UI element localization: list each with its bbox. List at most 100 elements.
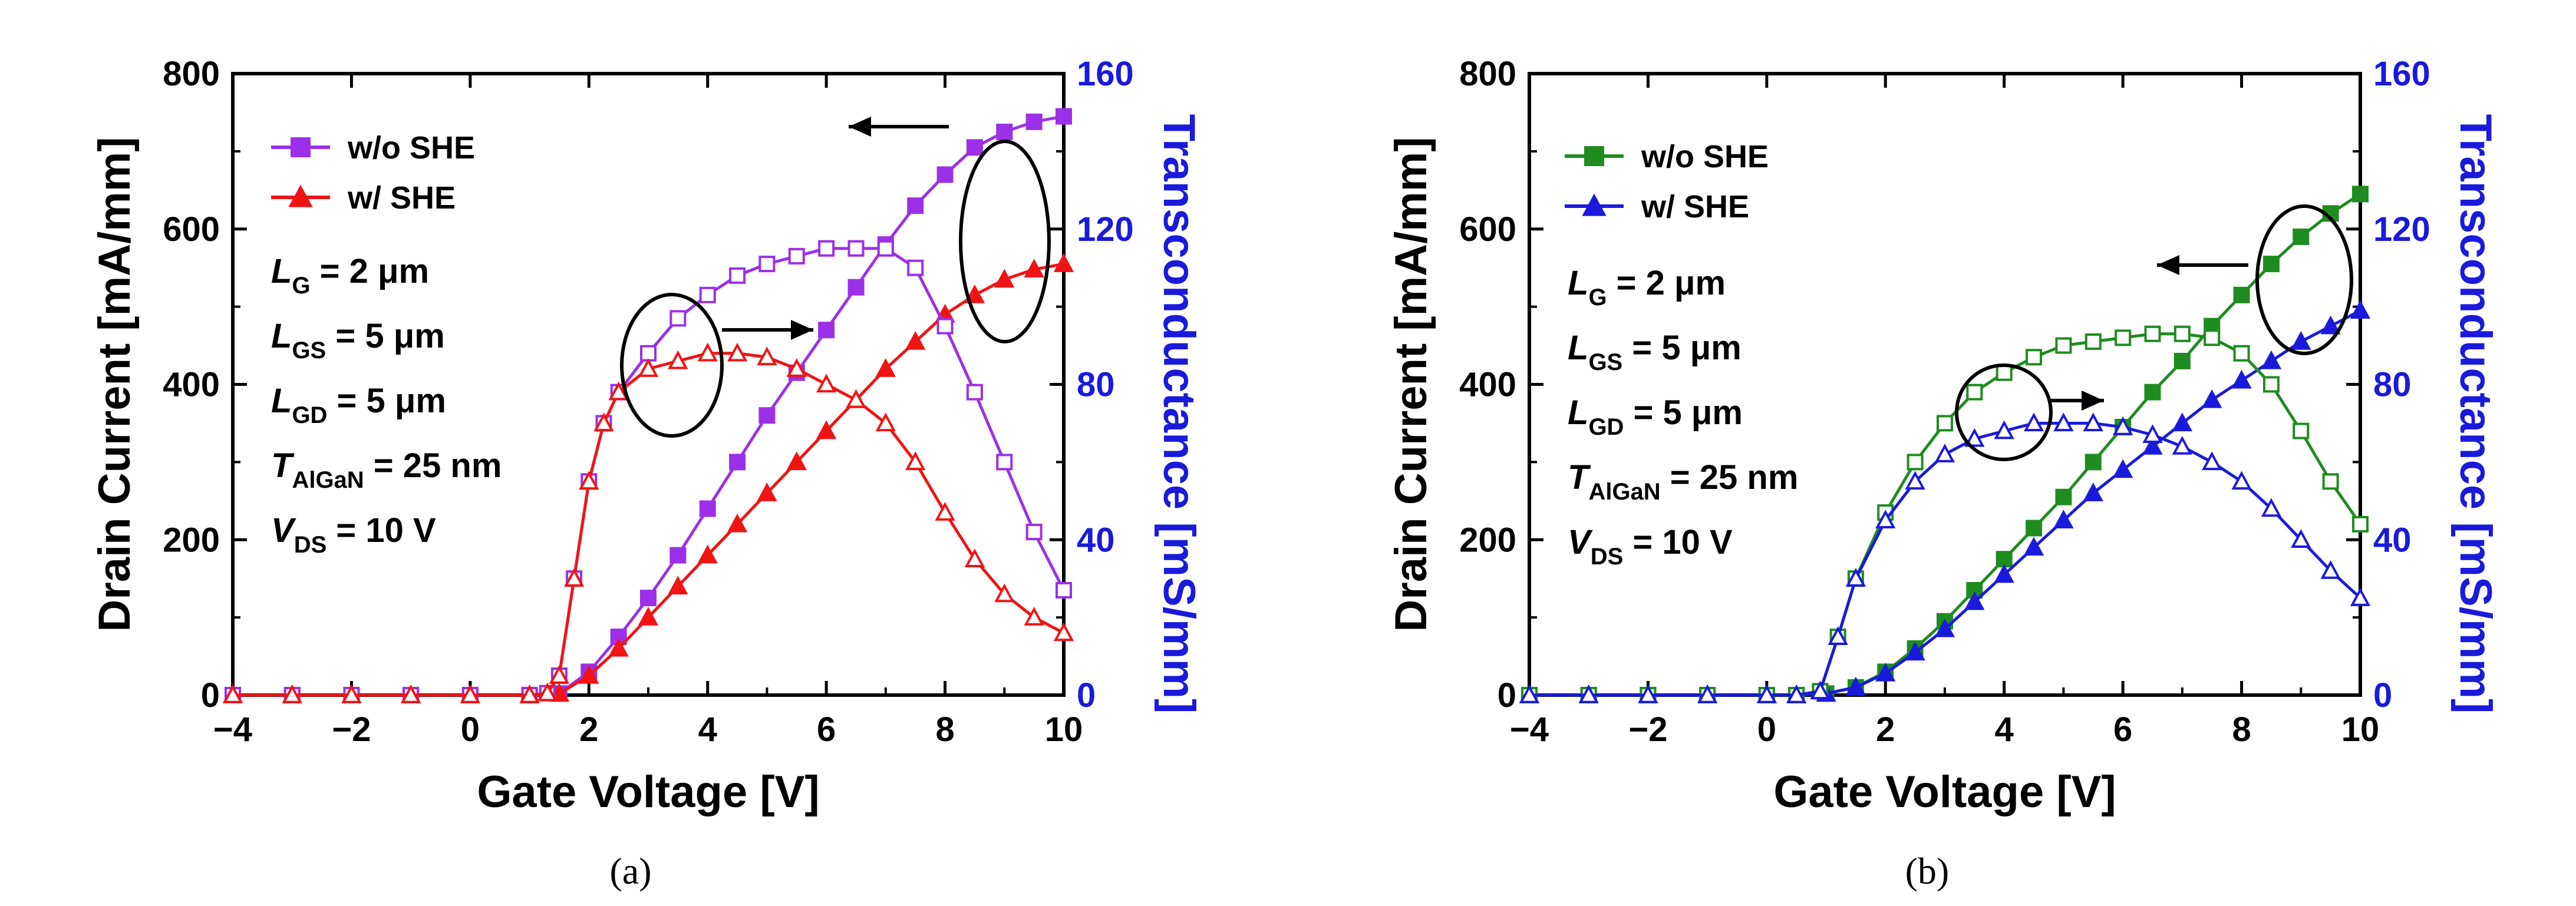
data-point — [2202, 389, 2222, 408]
legend-marker — [291, 137, 311, 157]
data-point — [935, 502, 955, 521]
parameter-annotation: LG = 2 μm — [271, 252, 429, 299]
panel-caption: (b) — [1905, 850, 1950, 892]
data-point — [1024, 259, 1044, 278]
data-point — [2144, 383, 2161, 401]
data-point — [2320, 560, 2341, 579]
x-tick-label: 8 — [2232, 710, 2251, 749]
data-point — [2142, 424, 2163, 443]
data-point — [2352, 186, 2369, 203]
data-point — [936, 318, 954, 335]
data-point — [2204, 329, 2221, 346]
data-point — [400, 684, 421, 703]
x-tick-label: −2 — [1628, 710, 1667, 749]
data-point — [1053, 622, 1074, 642]
data-point — [460, 684, 481, 703]
y-right-tick-label: 40 — [2373, 521, 2412, 559]
data-point — [847, 240, 865, 257]
data-point — [608, 637, 629, 657]
data-point — [2173, 325, 2191, 342]
data-point — [877, 240, 894, 257]
data-point — [905, 330, 926, 350]
left-axis-indicator — [2157, 204, 2353, 355]
data-point — [727, 342, 748, 362]
data-point — [668, 576, 688, 595]
data-point — [2084, 454, 2102, 471]
data-point — [2053, 412, 2074, 432]
parameter-annotation: LGS = 5 μm — [1568, 329, 1741, 375]
data-point — [638, 607, 659, 626]
data-point — [758, 407, 776, 424]
y-left-tick-label: 400 — [1459, 366, 1516, 404]
data-point — [1907, 454, 1924, 471]
data-point — [757, 482, 777, 501]
data-point — [2055, 488, 2072, 505]
data-point — [1056, 108, 1072, 125]
data-point — [818, 240, 835, 257]
right-axis-indicator — [620, 293, 813, 438]
data-point — [966, 383, 983, 401]
data-point — [668, 350, 688, 369]
data-point — [2173, 352, 2191, 369]
y-right-tick-label: 80 — [2373, 366, 2412, 404]
x-tick-label: −2 — [332, 710, 371, 749]
chart-panel-b: −4 −2 0 2 4 6 8 10020040060080004080120160Gate … — [1386, 55, 2501, 892]
data-point — [1756, 684, 1777, 703]
data-point — [2262, 376, 2280, 393]
data-point — [2172, 412, 2193, 432]
series-transconductance-w-she — [1519, 412, 2371, 703]
data-point — [1056, 581, 1072, 599]
data-point — [727, 513, 748, 533]
parameter-annotation: VDS = 10 V — [271, 511, 436, 558]
data-point — [1875, 510, 1896, 529]
data-point — [2350, 300, 2371, 319]
data-point — [2084, 333, 2102, 350]
y-left-tick-label: 400 — [163, 366, 220, 404]
legend-marker — [1584, 146, 1604, 166]
x-tick-label: 4 — [1995, 710, 2014, 749]
y-left-tick-label: 0 — [1498, 676, 1516, 715]
parameter-annotation: VDS = 10 V — [1568, 523, 1733, 570]
x-tick-label: 8 — [935, 710, 954, 749]
data-point — [996, 454, 1013, 471]
data-point — [699, 500, 716, 517]
data-point — [2115, 329, 2132, 346]
legend-entry: w/ SHE — [271, 180, 456, 216]
data-point — [1905, 471, 1925, 490]
legend-marker — [288, 184, 313, 207]
x-tick-label: 0 — [1757, 710, 1776, 749]
data-point — [994, 269, 1015, 288]
x-tick-label: 6 — [2113, 710, 2132, 749]
data-point — [579, 471, 599, 490]
data-point — [2350, 587, 2371, 606]
data-point — [729, 267, 746, 284]
indicator-arrow-head — [2082, 391, 2104, 411]
data-point — [846, 389, 866, 408]
legend-label: w/ SHE — [347, 180, 456, 216]
data-point — [563, 568, 585, 587]
data-point — [1934, 444, 1955, 462]
data-point — [2026, 520, 2043, 537]
data-point — [1964, 591, 1985, 610]
data-point — [757, 346, 777, 366]
data-point — [537, 682, 558, 702]
x-tick-label: 2 — [1876, 710, 1895, 749]
data-point — [1937, 415, 1953, 432]
data-point — [2142, 435, 2163, 455]
parameter-annotation: LGD = 5 μm — [1568, 394, 1743, 440]
legend-label: w/o SHE — [1641, 139, 1769, 174]
data-point — [875, 358, 896, 377]
data-point — [2023, 537, 2044, 556]
parameter-annotation: LGS = 5 μm — [271, 317, 445, 363]
indicator-arrow-head — [2157, 255, 2179, 275]
y-right-tick-label: 40 — [1077, 521, 1115, 559]
y-left-tick-label: 200 — [1459, 521, 1516, 559]
data-point — [905, 451, 926, 471]
data-point — [1875, 663, 1896, 682]
data-point — [964, 548, 985, 567]
y-right-axis-title: Transconductance [mS/mm] — [1154, 114, 1204, 714]
y-right-tick-label: 120 — [1077, 210, 1134, 249]
y-right-tick-label: 160 — [1077, 55, 1134, 93]
data-point — [697, 544, 718, 564]
data-point — [341, 684, 362, 703]
